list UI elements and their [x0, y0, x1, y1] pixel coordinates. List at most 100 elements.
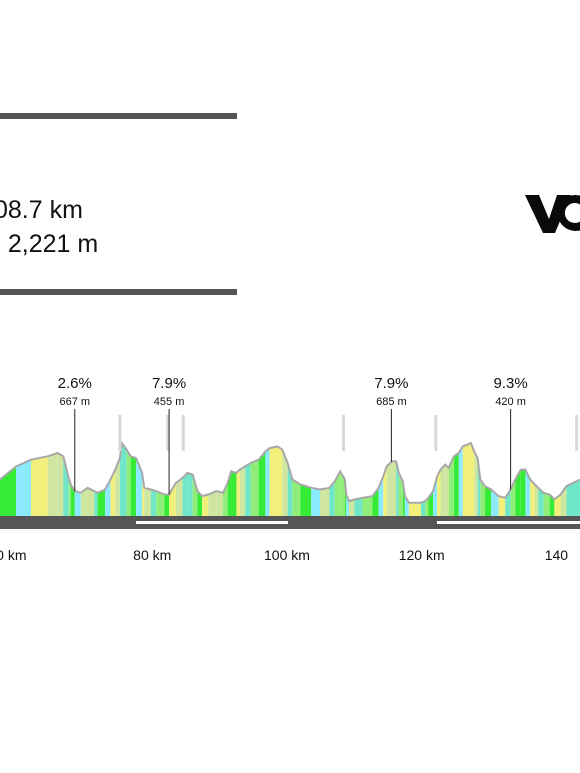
profile-segment	[554, 494, 561, 516]
profile-segment	[392, 461, 397, 516]
profile-segment	[383, 466, 387, 516]
climb-gradient: 7.9%	[152, 375, 186, 392]
climb-altitude: 455 m	[154, 396, 185, 408]
profile-segment	[440, 464, 446, 516]
profile-segment	[202, 494, 209, 516]
profile-segment	[458, 446, 463, 516]
profile-segment	[421, 501, 426, 516]
profile-segment	[300, 484, 312, 516]
profile-segment	[182, 472, 188, 516]
profile-segment	[80, 487, 88, 516]
climb-marker: 7.9% 685 m	[374, 375, 408, 462]
profile-segment	[197, 491, 203, 516]
profile-segment	[63, 456, 69, 516]
profile-segment	[74, 491, 81, 516]
profile-segment	[396, 461, 399, 516]
ladder-mark	[575, 415, 579, 451]
climb-altitude: 667 m	[59, 396, 90, 408]
climb-marker: 7.9% 455 m	[152, 375, 186, 495]
header-rule-bottom	[0, 289, 237, 295]
distance-bar	[0, 516, 580, 529]
profile-segment	[311, 487, 320, 516]
profile-segment	[386, 461, 393, 516]
profile-segment	[474, 451, 478, 516]
profile-segment	[175, 477, 183, 516]
profile-segment	[57, 453, 64, 516]
profile-segment	[136, 458, 143, 516]
profile-segment	[520, 469, 526, 516]
profile-segment	[454, 453, 459, 516]
profile-segment	[437, 469, 441, 516]
profile-segment	[354, 497, 363, 516]
profile-segment	[485, 486, 492, 516]
profile-segment	[47, 453, 58, 516]
ladder-mark	[181, 415, 185, 451]
climb-altitude: 420 m	[495, 396, 526, 408]
profile-segment	[445, 464, 449, 516]
profile-segment	[150, 489, 157, 516]
profile-segment	[231, 471, 237, 516]
profile-segment	[239, 466, 246, 516]
x-tick-label: 140	[545, 547, 569, 563]
profile-segment	[534, 484, 539, 516]
profile-segment	[433, 476, 438, 516]
profile-outline	[0, 440, 580, 504]
profile-segment	[292, 479, 301, 516]
profile-segment	[250, 459, 259, 516]
profile-segment	[408, 502, 422, 516]
x-axis-ticks: 0 km 80 km 100 km 120 km 140	[0, 547, 568, 563]
profile-segment	[0, 466, 17, 516]
profile-segment	[187, 472, 193, 516]
profile-segment	[340, 471, 345, 516]
profile-segment	[498, 496, 506, 516]
profile-segment	[30, 456, 48, 516]
profile-segment	[245, 462, 251, 516]
x-tick-label: 120 km	[399, 547, 445, 563]
ladder-mark	[118, 415, 122, 451]
climb-gradient: 9.3%	[494, 375, 528, 392]
profile-segment	[144, 487, 151, 516]
climb-ladders	[118, 415, 579, 451]
profile-segment	[319, 487, 330, 516]
profile-segment	[448, 456, 455, 516]
climb-gradient: 2.6%	[58, 375, 92, 392]
x-tick-label: 80 km	[133, 547, 171, 563]
profile-segment	[119, 443, 122, 516]
profile-segment	[164, 494, 170, 516]
profile-segment	[462, 443, 471, 516]
profile-segment	[538, 487, 544, 516]
profile-segment	[110, 469, 116, 516]
profile-segment	[97, 489, 106, 516]
profile-segment	[480, 479, 486, 516]
profile-segment	[425, 497, 429, 516]
elevation-stat: : 2,221 m	[0, 230, 99, 258]
profile-segment	[277, 446, 283, 516]
distance-bar-stripe	[136, 521, 288, 524]
elevation-profile-chart: 2.6% 667 m 7.9% 455 m 7.9% 685 m 9.3% 420 m 0 k…	[0, 375, 580, 563]
profile-segment	[126, 449, 131, 516]
profile-segment	[470, 443, 475, 516]
profile-segment	[169, 482, 176, 516]
profile-segment	[16, 459, 31, 516]
profile-segment	[94, 491, 98, 516]
profile-segment	[515, 469, 521, 516]
climb-marker: 2.6% 667 m	[58, 375, 92, 492]
profile-segment	[525, 469, 531, 516]
x-tick-label: 0 km	[0, 547, 27, 563]
ladder-mark	[166, 415, 170, 451]
profile-segment	[156, 491, 165, 516]
profile-segment	[566, 479, 580, 516]
header-rule-top	[0, 113, 237, 119]
profile-segment	[477, 458, 481, 516]
profile-segment	[549, 494, 555, 516]
profile-segment	[398, 472, 403, 516]
profile-segment	[282, 449, 288, 516]
x-tick-label: 100 km	[264, 547, 310, 563]
profile-segment	[208, 491, 217, 516]
profile-segment	[491, 489, 499, 516]
profile-segment	[121, 443, 127, 516]
profile-segment	[329, 481, 335, 516]
profile-segment	[334, 471, 341, 516]
profile-segment	[115, 458, 120, 516]
profile-segment	[269, 446, 278, 516]
